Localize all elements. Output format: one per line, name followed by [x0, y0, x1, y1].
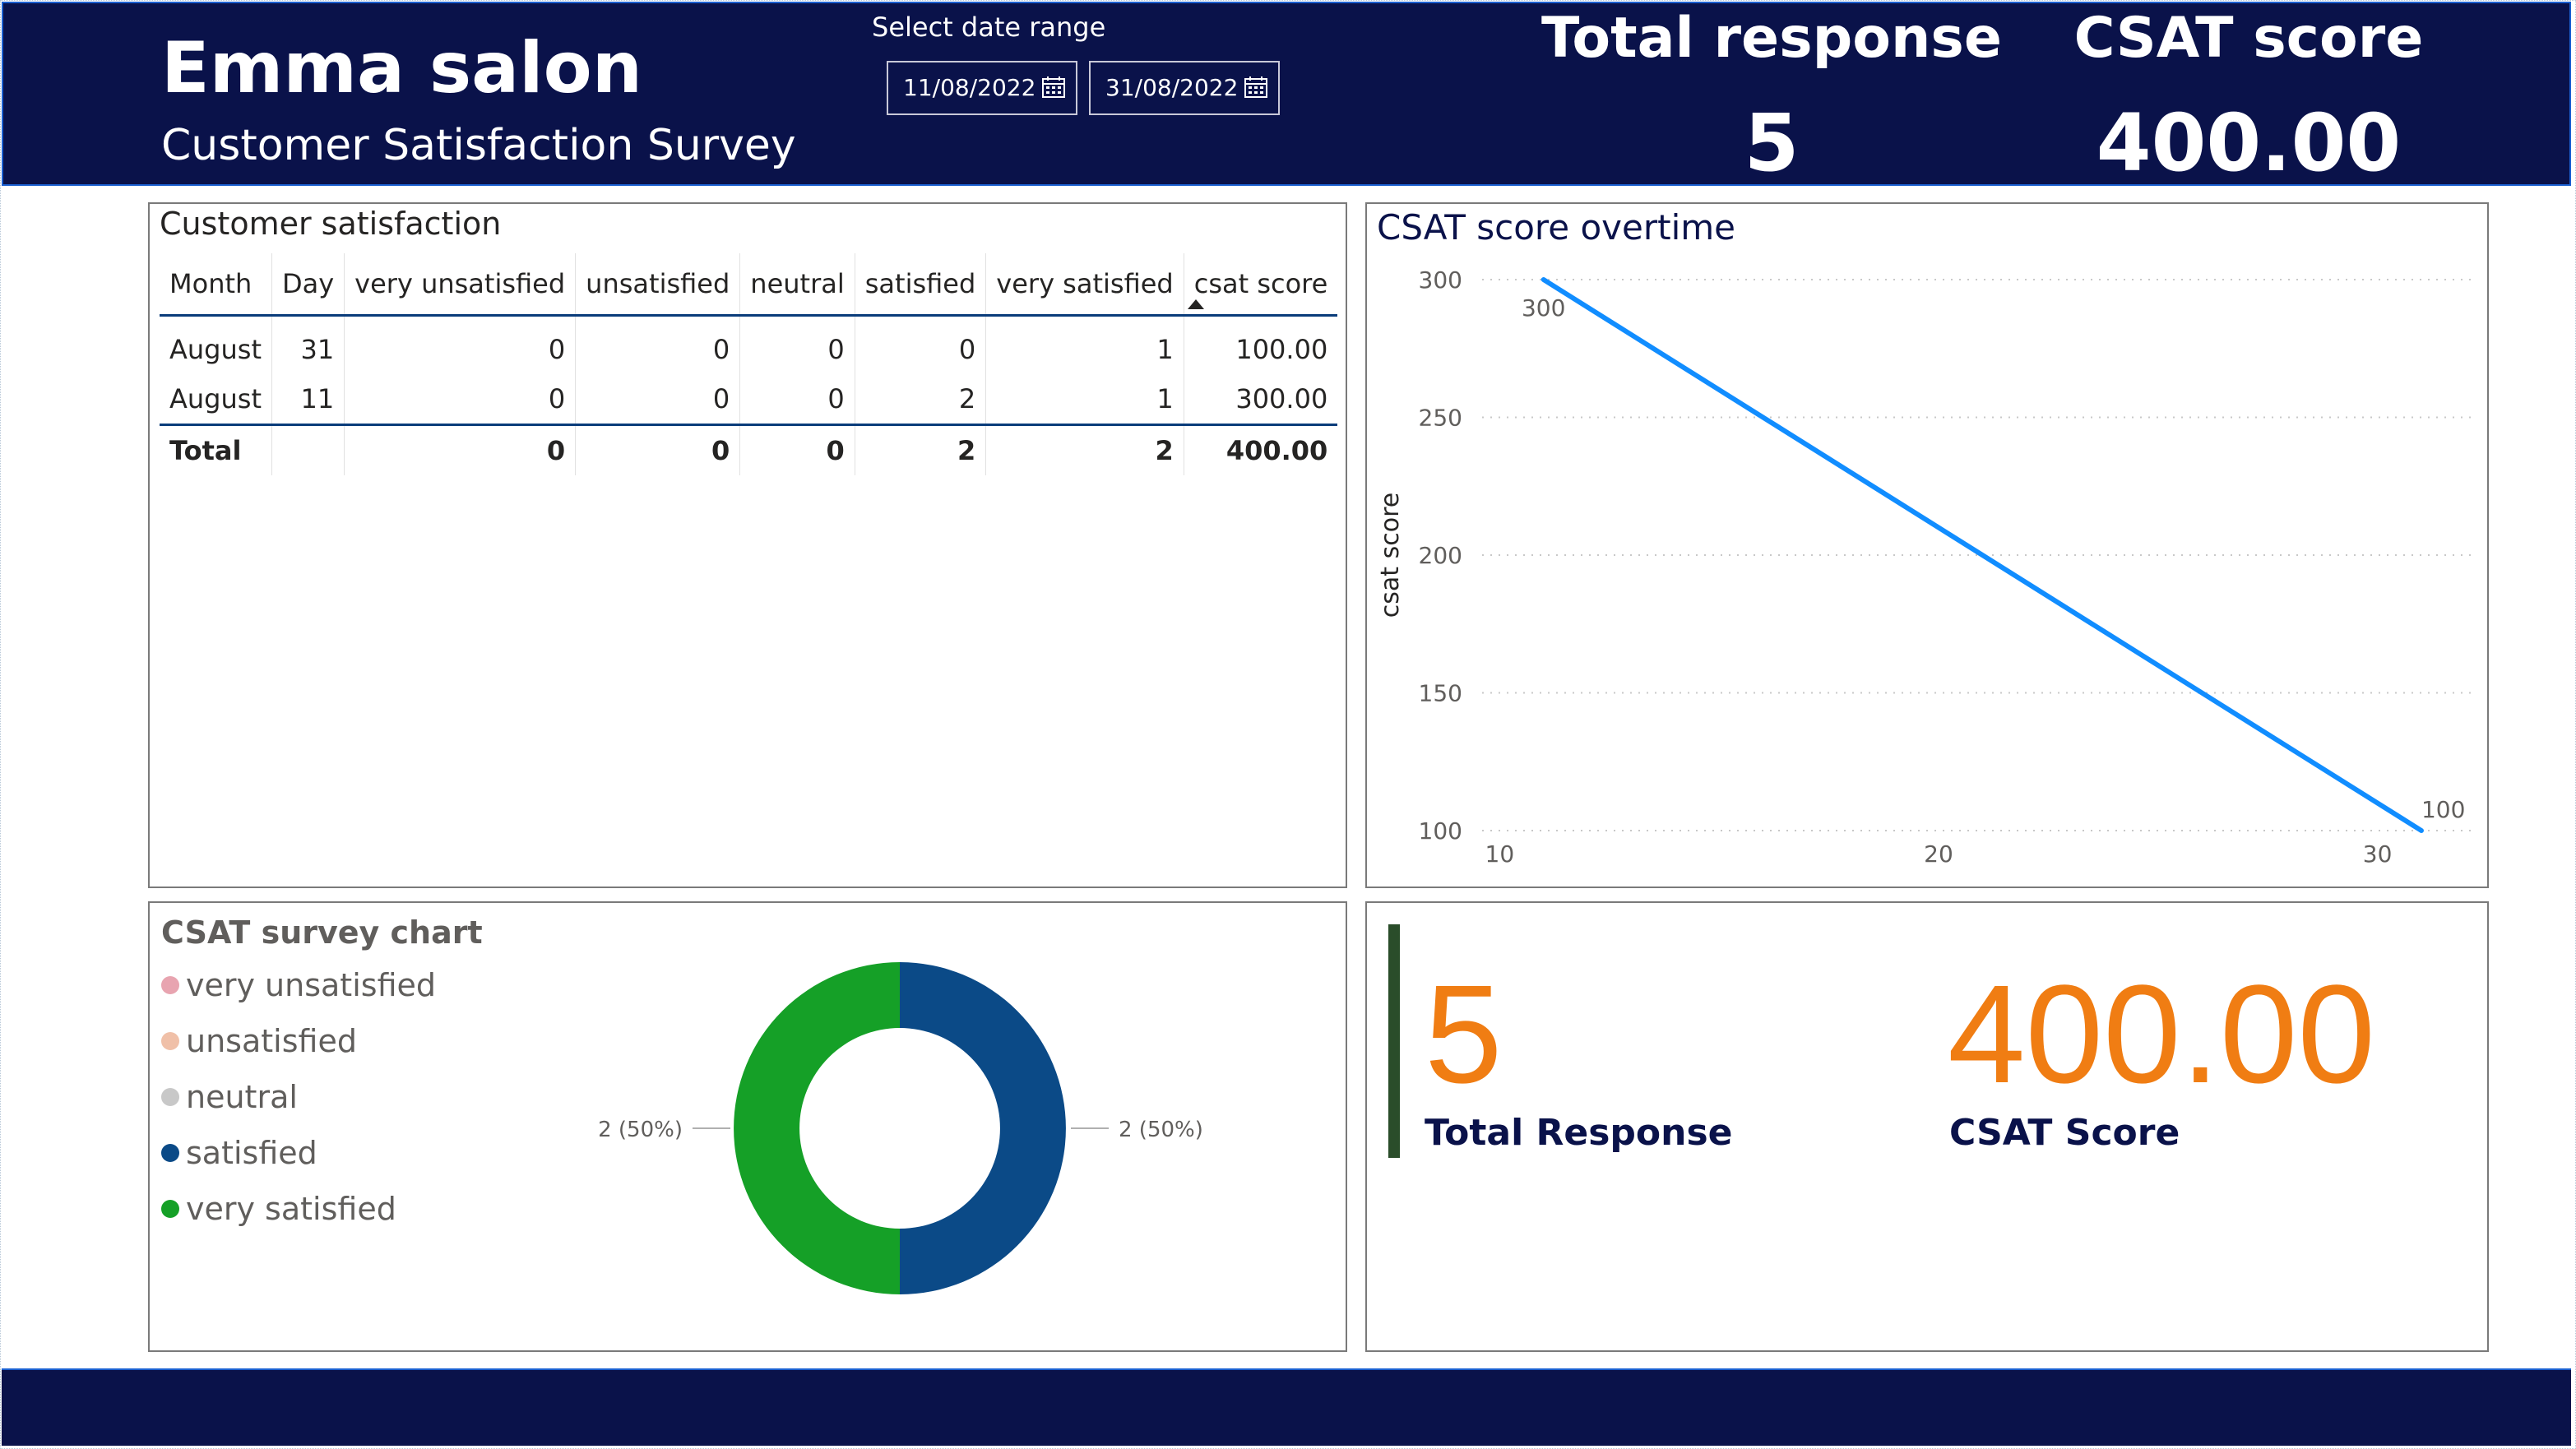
table-cell: 1	[985, 315, 1184, 374]
column-header[interactable]: neutral	[739, 253, 855, 316]
table-cell: August	[160, 315, 272, 374]
x-tick-label: 30	[2363, 840, 2393, 868]
slice-very-satisfied[interactable]	[734, 962, 900, 1294]
legend-dot	[161, 1088, 179, 1106]
y-tick-label: 250	[1419, 405, 1462, 432]
csat-score-label: CSAT score	[2073, 6, 2424, 71]
start-date-input[interactable]: 11/08/2022	[887, 61, 1077, 115]
footer-bar	[2, 1368, 2571, 1446]
table-cell: 0	[855, 315, 987, 374]
total-response-card-label: Total Response	[1425, 1112, 1733, 1154]
table-cell: 2	[855, 374, 987, 425]
column-header[interactable]: very satisfied	[985, 253, 1184, 316]
accent-bar	[1388, 924, 1400, 1158]
header-banner: Emma salon Customer Satisfaction Survey …	[2, 2, 2571, 189]
x-tick-label: 10	[1485, 840, 1515, 868]
csat-score-card-value: 400.00	[1948, 956, 2375, 1113]
slice-label-very-satisfied: 2 (50%)	[598, 1118, 683, 1142]
table-header-row: Month Day very unsatisfied unsatisfied n…	[160, 253, 1338, 316]
y-tick-label: 200	[1419, 542, 1462, 569]
series-line[interactable]	[1541, 277, 2424, 833]
satisfaction-table: Month Day very unsatisfied unsatisfied n…	[160, 253, 1338, 475]
table-cell: 11	[271, 374, 345, 425]
legend-label: satisfied	[186, 1135, 317, 1171]
customer-satisfaction-panel: Customer satisfaction Month Day very uns…	[148, 202, 1347, 888]
table-cell: August	[160, 374, 272, 425]
legend-dot	[161, 1032, 179, 1050]
line-chart: csat score 100 150 200 250 300 10 20 30 300 100	[1376, 266, 2474, 868]
table-cell: 0	[344, 424, 577, 475]
legend-dot	[161, 1200, 179, 1218]
table-cell: 100.00	[1235, 334, 1328, 365]
column-header[interactable]: Day	[271, 253, 345, 316]
legend-item-very-unsatisfied[interactable]: very unsatisfied	[161, 967, 436, 1003]
table-cell: 0	[344, 374, 577, 425]
legend-item-unsatisfied[interactable]: unsatisfied	[161, 1023, 357, 1059]
table-cell: 300.00	[1235, 383, 1328, 414]
legend-dot	[161, 976, 179, 994]
column-header-label: csat score	[1193, 268, 1328, 299]
slice-label-satisfied: 2 (50%)	[1119, 1118, 1203, 1142]
table-cell: 0	[739, 374, 855, 425]
legend-item-satisfied[interactable]: satisfied	[161, 1135, 317, 1171]
table-cell: 0	[575, 374, 741, 425]
kpi-cards-panel: 5 Total Response 400.00 CSAT Score	[1365, 901, 2489, 1352]
app-subtitle: Customer Satisfaction Survey	[161, 121, 796, 170]
legend-label: very satisfied	[186, 1191, 396, 1227]
x-tick-label: 20	[1924, 840, 1953, 868]
table-cell: 0	[739, 315, 855, 374]
total-response-value: 5	[1744, 97, 1800, 189]
sort-ascending-icon	[1187, 299, 1204, 309]
table-cell: 400.00	[1225, 435, 1328, 466]
table-row: August 31 0 0 0 0 1 100.00	[160, 315, 1337, 374]
table-cell	[271, 424, 345, 475]
donut-chart-title: CSAT survey chart	[161, 914, 483, 951]
data-label: 100	[2421, 796, 2465, 823]
table-title: Customer satisfaction	[160, 206, 502, 242]
calendar-icon[interactable]	[1041, 76, 1066, 99]
table-cell: 2	[855, 424, 987, 475]
column-header-sorted[interactable]: csat score	[1184, 253, 1337, 316]
table-cell: 2	[985, 424, 1184, 475]
column-header[interactable]: unsatisfied	[575, 253, 741, 316]
table-cell: 1	[985, 374, 1184, 425]
y-tick-label: 100	[1419, 817, 1462, 845]
table-row: August 11 0 0 0 2 1 300.00	[160, 374, 1337, 425]
slice-satisfied[interactable]	[900, 962, 1066, 1294]
donut-chart: 2 (50%) 2 (50%)	[598, 962, 1203, 1294]
legend-label: unsatisfied	[186, 1023, 357, 1059]
table-cell: 0	[575, 424, 741, 475]
column-header[interactable]: Month	[160, 253, 272, 316]
date-range-label: Select date range	[872, 12, 1106, 43]
column-header[interactable]: satisfied	[855, 253, 987, 316]
legend-label: very unsatisfied	[186, 967, 436, 1003]
total-response-label: Total response	[1541, 6, 2002, 71]
table-cell: 31	[271, 315, 345, 374]
data-label: 300	[1522, 294, 1565, 322]
table-total-row: Total 0 0 0 2 2 400.00	[160, 424, 1338, 475]
table-cell: Total	[160, 424, 272, 475]
y-axis-label: csat score	[1376, 493, 1405, 618]
line-chart-title: CSAT score overtime	[1377, 207, 1735, 248]
table-cell: 0	[344, 315, 577, 374]
end-date-input[interactable]: 31/08/2022	[1089, 61, 1280, 115]
y-tick-label: 150	[1419, 680, 1462, 707]
csat-score-card-label: CSAT Score	[1949, 1112, 2180, 1154]
total-response-card-value: 5	[1425, 956, 1503, 1113]
legend-dot	[161, 1144, 179, 1162]
end-date-value: 31/08/2022	[1105, 74, 1239, 101]
csat-score-value: 400.00	[2096, 97, 2402, 189]
app-title: Emma salon	[161, 27, 642, 109]
csat-overtime-panel: CSAT score overtime csat score 100 150 200…	[1365, 202, 2489, 888]
legend-item-very-satisfied[interactable]: very satisfied	[161, 1191, 396, 1227]
legend-item-neutral[interactable]: neutral	[161, 1079, 298, 1115]
column-header[interactable]: very unsatisfied	[344, 253, 577, 316]
calendar-icon[interactable]	[1244, 76, 1268, 99]
table-cell: 0	[575, 315, 741, 374]
start-date-value: 11/08/2022	[903, 74, 1036, 101]
legend-label: neutral	[186, 1079, 298, 1115]
y-tick-label: 300	[1419, 266, 1462, 294]
csat-survey-panel: CSAT survey chart very unsatisfied unsat…	[148, 901, 1347, 1352]
table-cell: 0	[739, 424, 855, 475]
